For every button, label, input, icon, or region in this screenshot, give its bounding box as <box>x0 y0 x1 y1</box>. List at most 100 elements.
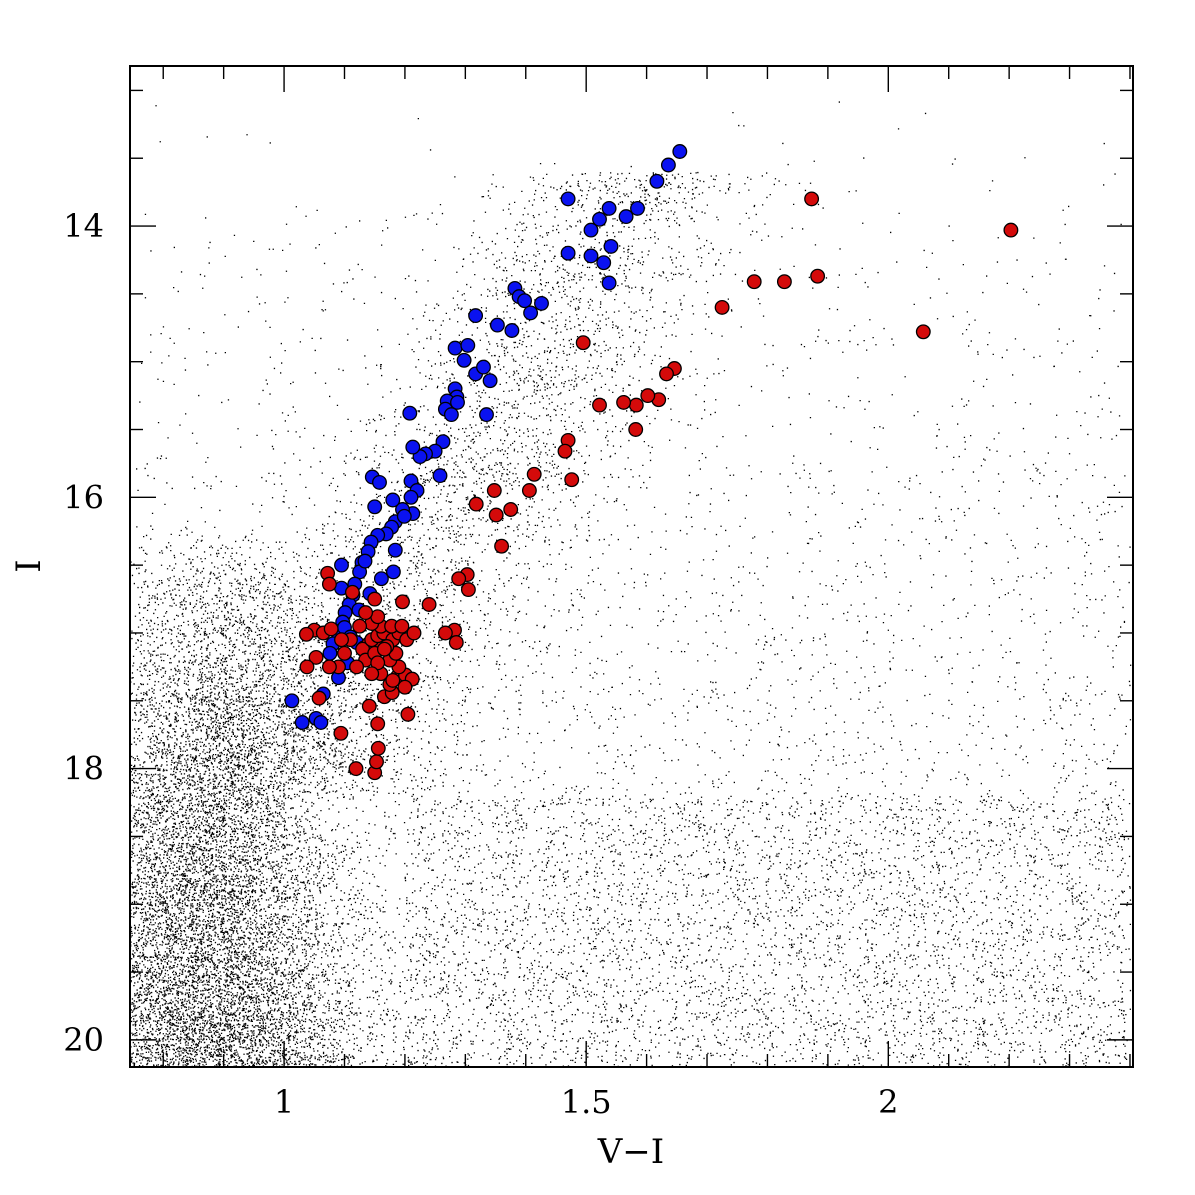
data-point <box>443 407 459 423</box>
data-point <box>601 275 617 291</box>
data-point <box>421 597 437 612</box>
data-point <box>596 255 612 271</box>
data-point <box>432 468 448 484</box>
data-point <box>405 439 421 455</box>
tick-labels: 1 1.5 2 14 16 18 20 <box>63 207 898 1121</box>
data-point <box>395 594 410 610</box>
data-point <box>482 373 498 389</box>
data-point <box>321 576 337 592</box>
data-point <box>311 690 327 706</box>
data-point <box>486 483 502 498</box>
data-point <box>284 693 300 709</box>
data-point <box>435 434 451 450</box>
data-point <box>628 422 644 437</box>
data-point <box>447 340 463 356</box>
data-point <box>321 659 337 675</box>
data-point <box>376 641 392 657</box>
data-point <box>370 716 386 732</box>
data-point <box>583 248 599 264</box>
data-point <box>333 725 349 741</box>
data-point <box>488 507 504 523</box>
data-point <box>298 626 314 642</box>
axis-ticks <box>130 66 1133 1067</box>
data-point <box>583 222 599 238</box>
data-point <box>659 366 674 382</box>
data-point <box>456 352 472 368</box>
data-point <box>460 337 476 353</box>
data-point <box>534 295 549 311</box>
data-point <box>672 144 688 159</box>
data-point <box>308 649 324 665</box>
x-tick-label: 1 <box>274 1083 294 1121</box>
data-point <box>468 308 484 324</box>
data-point <box>448 635 464 650</box>
data-point <box>476 359 491 375</box>
data-point <box>557 443 573 459</box>
x-tick-label: 1.5 <box>561 1083 612 1121</box>
data-point <box>618 209 634 225</box>
data-point <box>344 584 360 600</box>
data-point <box>494 538 510 554</box>
y-tick-label: 20 <box>63 1021 104 1059</box>
data-point <box>628 397 644 413</box>
data-point <box>560 245 576 261</box>
data-point <box>334 632 349 648</box>
data-point <box>489 317 505 333</box>
data-point <box>372 474 387 490</box>
data-point <box>640 388 656 404</box>
data-point <box>370 740 386 756</box>
data-point <box>397 679 413 695</box>
data-point <box>385 492 401 508</box>
data-point <box>367 499 383 515</box>
x-tick-label: 2 <box>878 1083 898 1121</box>
data-point <box>357 553 373 569</box>
data-point <box>358 605 374 621</box>
data-point <box>385 564 401 580</box>
data-point <box>396 508 412 524</box>
data-point <box>746 274 762 290</box>
data-point <box>804 191 820 207</box>
y-axis-title: I <box>9 559 49 572</box>
data-point <box>479 407 494 423</box>
data-point <box>649 173 665 189</box>
data-point <box>517 293 533 309</box>
data-point <box>521 483 537 498</box>
plot-frame <box>129 65 1134 1068</box>
y-tick-label: 14 <box>63 207 104 245</box>
data-point <box>348 761 364 777</box>
data-point <box>369 754 384 770</box>
data-point <box>394 618 410 634</box>
data-point <box>451 571 467 587</box>
data-point <box>915 324 931 340</box>
data-point <box>504 323 520 338</box>
data-point <box>660 157 676 173</box>
data-point <box>575 335 591 351</box>
series-1 <box>298 191 1019 781</box>
data-point <box>560 191 576 207</box>
data-point <box>367 591 383 607</box>
data-point <box>616 394 632 410</box>
data-point <box>334 557 349 573</box>
data-point <box>313 715 329 730</box>
data-point <box>323 621 339 637</box>
data-point <box>601 200 617 216</box>
data-point <box>349 659 365 675</box>
x-axis-title: V−I <box>597 1132 664 1172</box>
data-point <box>361 698 377 714</box>
data-point <box>364 666 380 682</box>
data-point <box>603 238 619 254</box>
data-point <box>337 645 352 661</box>
data-point <box>437 625 453 641</box>
data-point <box>592 397 607 413</box>
data-point <box>503 502 519 517</box>
data-point <box>630 200 645 216</box>
data-point <box>460 582 476 598</box>
data-point <box>403 489 419 505</box>
data-point <box>1003 222 1019 238</box>
data-point <box>406 625 422 641</box>
data-point <box>526 466 542 482</box>
data-point <box>294 715 310 730</box>
data-point <box>810 268 826 284</box>
data-point <box>592 211 607 227</box>
